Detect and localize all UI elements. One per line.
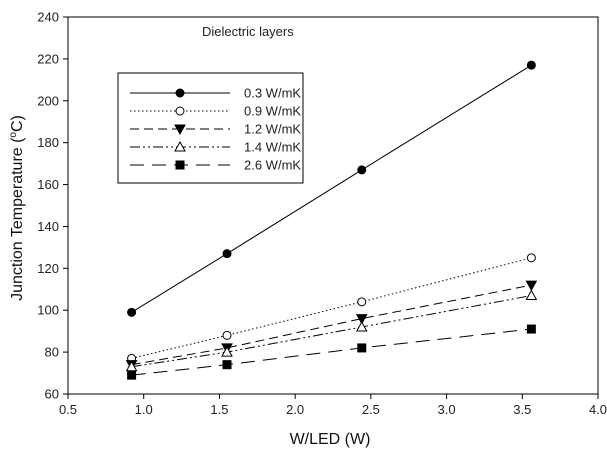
data-point xyxy=(127,307,137,317)
data-point xyxy=(357,297,367,307)
x-tick-label: 2.5 xyxy=(362,402,380,417)
plot-area xyxy=(67,16,599,395)
y-tick-label: 200 xyxy=(37,93,59,108)
legend-box xyxy=(117,72,304,184)
legend-label: 1.2 W/mK xyxy=(244,122,301,137)
plot-frame xyxy=(67,16,599,395)
legend-label: 0.3 W/mK xyxy=(244,86,301,101)
series-line xyxy=(131,328,532,376)
x-tick-label: 2.0 xyxy=(286,402,304,417)
series-group xyxy=(125,60,538,380)
data-point xyxy=(526,253,536,263)
data-point xyxy=(222,249,232,259)
data-point xyxy=(221,346,233,357)
legend-label: 0.9 W/mK xyxy=(244,104,301,119)
series-3 xyxy=(125,289,538,372)
series-4 xyxy=(127,324,536,380)
y-tick-label: 160 xyxy=(37,177,59,192)
y-tick-label: 220 xyxy=(37,51,59,66)
legend-marker xyxy=(175,88,185,98)
series-line xyxy=(131,284,532,366)
legend-marker xyxy=(175,106,185,116)
legend-label: 2.6 W/mK xyxy=(244,158,301,173)
x-tick-label: 0.5 xyxy=(59,402,77,417)
legend-marker xyxy=(175,160,185,170)
y-tick-label: 80 xyxy=(45,345,59,360)
data-point xyxy=(526,60,536,70)
series-line xyxy=(131,64,532,313)
y-tick-label: 180 xyxy=(37,135,59,150)
y-tick-label: 100 xyxy=(37,303,59,318)
legend: 0.3 W/mK 0.9 W/mK 1.2 W/mK 1.4 W/mK 2.6 W/mK xyxy=(117,72,304,184)
x-tick-label: 3.0 xyxy=(438,402,456,417)
data-point xyxy=(526,324,536,334)
series-2 xyxy=(125,280,538,371)
x-axis-title: W/LED (W) xyxy=(290,431,371,448)
series-0 xyxy=(127,60,536,317)
series-1 xyxy=(127,253,536,363)
y-axis-title-unit: C) xyxy=(9,115,26,132)
data-point xyxy=(525,280,538,292)
series-line xyxy=(131,257,532,359)
legend-marker xyxy=(174,124,186,136)
data-point xyxy=(355,314,368,325)
x-tick-label: 3.5 xyxy=(513,402,531,417)
x-tick-label: 1.0 xyxy=(135,402,153,417)
legend-label: 1.4 W/mK xyxy=(244,140,301,155)
legend-marker xyxy=(174,140,186,152)
y-tick-label: 60 xyxy=(45,387,59,402)
data-point xyxy=(127,370,137,380)
x-tick-label: 4.0 xyxy=(589,402,607,417)
y-tick-label: 140 xyxy=(37,219,59,234)
y-tick-label: 120 xyxy=(37,261,59,276)
y-tick-label: 240 xyxy=(37,10,59,25)
data-point xyxy=(355,320,368,332)
axis-ticks: 0.5 1.0 1.5 2.0 2.5 3.0 3.5 4.0 60 80 100 120 140 160… xyxy=(37,10,607,418)
annotation: Dielectric layers xyxy=(202,24,294,39)
data-point xyxy=(357,343,367,353)
data-point xyxy=(525,289,538,301)
data-point xyxy=(222,360,232,370)
y-axis-title-main: Junction Temperature ( xyxy=(9,137,26,301)
x-tick-label: 1.5 xyxy=(210,402,228,417)
y-axis-title-sup: o xyxy=(8,132,19,138)
data-point xyxy=(357,165,367,175)
data-point xyxy=(222,330,232,340)
series-line xyxy=(131,295,532,368)
y-axis-title: Junction Temperature (oC) xyxy=(8,115,26,301)
